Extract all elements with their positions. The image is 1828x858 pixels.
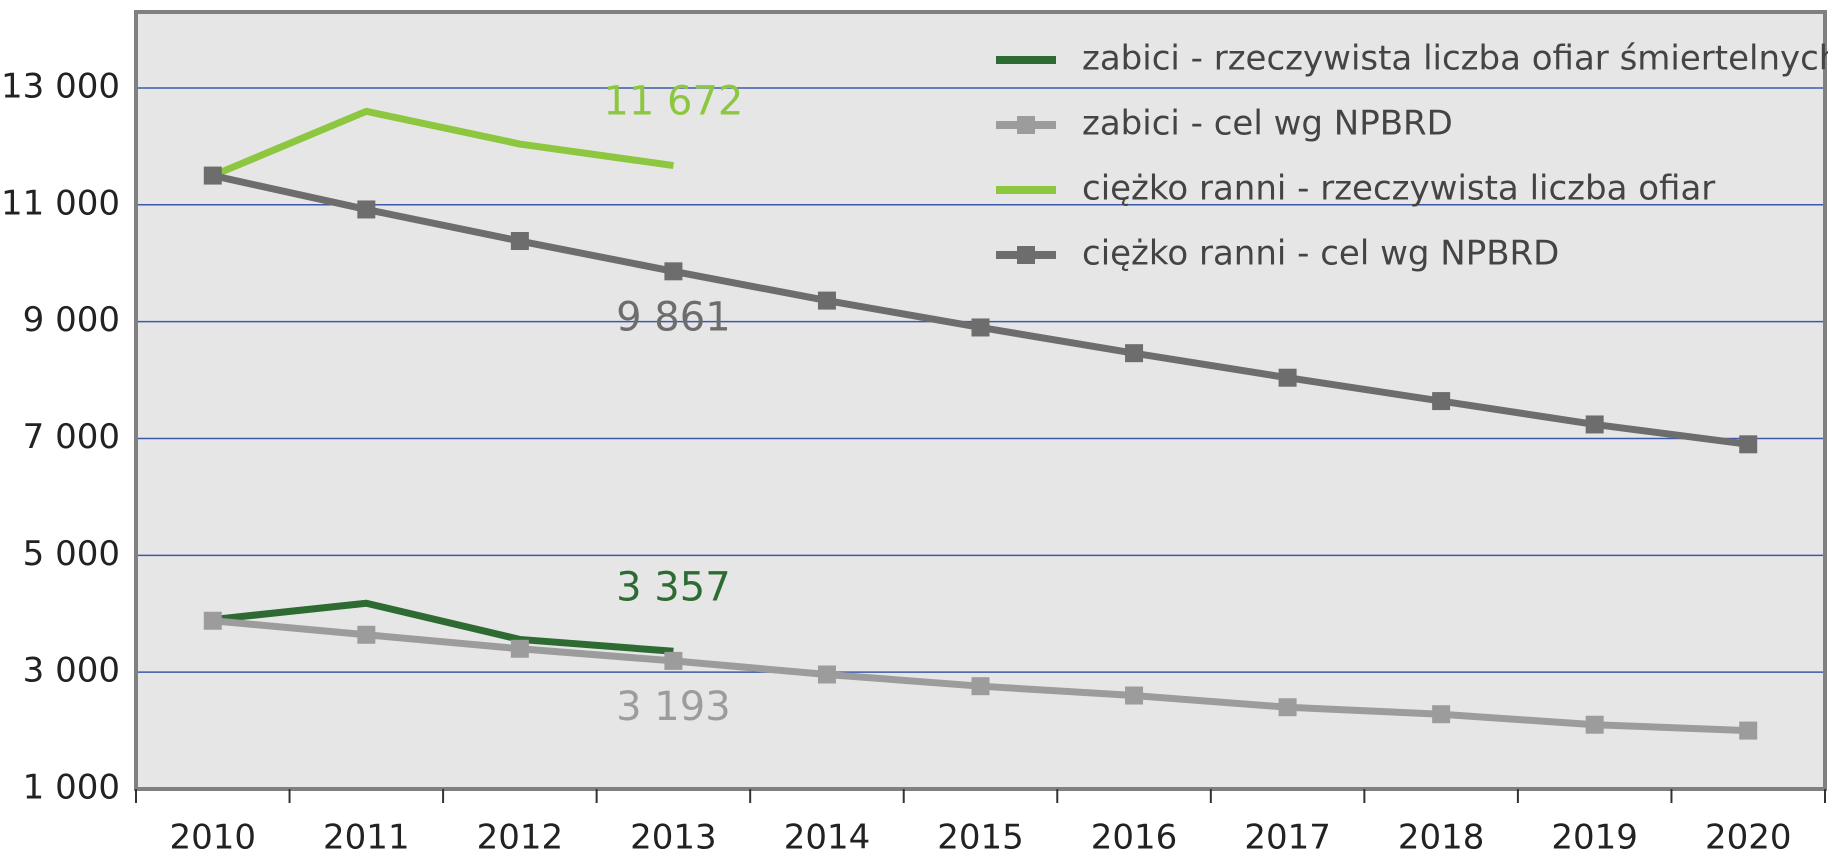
series-marker: [1278, 698, 1297, 717]
plot-area: [136, 12, 1825, 789]
x-tick-label: 2019: [1551, 818, 1638, 858]
x-tick-label: 2020: [1705, 818, 1792, 858]
y-tick-label: 5 000: [23, 534, 120, 574]
legend-marker: [1017, 116, 1035, 134]
series-marker: [1739, 435, 1758, 454]
series-marker: [203, 166, 222, 185]
series-marker: [1432, 705, 1451, 724]
series-marker: [817, 291, 836, 310]
series-marker: [664, 651, 683, 670]
x-tick-label: 2018: [1398, 818, 1485, 858]
series-line: [211, 107, 674, 179]
series-marker: [510, 232, 529, 251]
series-marker: [510, 639, 529, 658]
x-tick-label: 2016: [1091, 818, 1178, 858]
legend-label: ciężko ranni - cel wg NPBRD: [1082, 234, 1559, 274]
series-marker: [971, 318, 990, 337]
series-marker: [1585, 715, 1604, 734]
data-label: 9 861: [616, 294, 731, 340]
x-tick-label: 2013: [630, 818, 717, 858]
x-tick-label: 2012: [477, 818, 564, 858]
x-tick-label: 2017: [1244, 818, 1331, 858]
y-tick-label: 1 000: [23, 768, 120, 808]
x-tick-label: 2011: [323, 818, 410, 858]
legend-label: zabici - rzeczywista liczba ofiar śmiert…: [1082, 39, 1828, 79]
series-marker: [817, 665, 836, 684]
y-tick-label: 9 000: [23, 300, 120, 340]
y-tick-label: 3 000: [23, 651, 120, 691]
legend-label: zabici - cel wg NPBRD: [1082, 104, 1453, 144]
legend-marker: [1017, 246, 1035, 264]
y-tick-label: 13 000: [1, 66, 120, 106]
x-tick-label: 2010: [170, 818, 257, 858]
series-marker: [357, 200, 376, 219]
series-marker: [664, 262, 683, 281]
data-label: 3 357: [616, 564, 731, 610]
data-label: 3 193: [616, 684, 731, 730]
series-marker: [357, 625, 376, 644]
series-line: [212, 599, 674, 655]
series-marker: [1585, 415, 1604, 434]
series-marker: [1739, 721, 1758, 740]
x-tick-label: 2014: [784, 818, 871, 858]
series-marker: [1432, 392, 1451, 411]
series-marker: [1125, 686, 1144, 705]
x-tick-label: 2015: [937, 818, 1024, 858]
plot-border: [134, 10, 1827, 791]
series-marker: [203, 611, 222, 630]
data-label: 11 672: [603, 79, 743, 125]
y-tick-label: 11 000: [1, 183, 120, 223]
series-marker: [1278, 368, 1297, 387]
y-tick-label: 7 000: [23, 417, 120, 457]
legend-label: ciężko ranni - rzeczywista liczba ofiar: [1082, 169, 1715, 209]
series-marker: [971, 677, 990, 696]
series-marker: [1125, 344, 1144, 363]
